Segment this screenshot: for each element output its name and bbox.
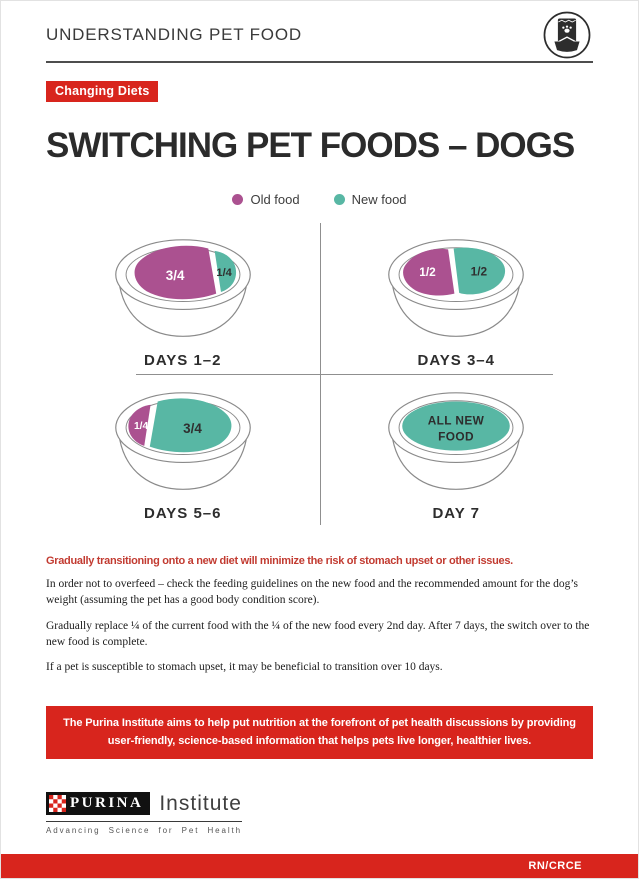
old-fraction-label: 1/2 bbox=[420, 265, 437, 279]
header: UNDERSTANDING PET FOOD bbox=[46, 1, 593, 63]
legend-item-old-food: Old food bbox=[232, 192, 300, 207]
page-title: SWITCHING PET FOODS – DOGS bbox=[46, 126, 575, 165]
new-food-portion bbox=[149, 398, 232, 453]
new-food-portion bbox=[402, 401, 511, 451]
all-new-food-label-line2: FOOD bbox=[438, 429, 474, 443]
bowl-diagram-days-3-4: 1/2 1/2 bbox=[388, 239, 525, 337]
bowl-label-days-1-2: DAYS 1–2 bbox=[144, 352, 222, 369]
legend: Old food New food bbox=[46, 192, 593, 207]
new-food-portion bbox=[453, 247, 506, 295]
bowl-cell-days-1-2: 3/4 1/4 DAYS 1–2 bbox=[46, 221, 320, 374]
purina-text: PURINA bbox=[70, 795, 144, 812]
page-content: UNDERSTANDING PET FOOD Changing Diets SW… bbox=[1, 1, 638, 835]
bowl-diagram-days-1-2: 3/4 1/4 bbox=[114, 239, 251, 337]
footer-bar: RN/CRCE bbox=[1, 854, 638, 878]
body-paragraph-3: If a pet is susceptible to stomach upset… bbox=[46, 661, 443, 674]
logo-tagline: Advancing Science for Pet Health bbox=[46, 826, 242, 836]
legend-label-new-food: New food bbox=[351, 192, 407, 207]
bowl-cell-days-5-6: 1/4 3/4 DAYS 5–6 bbox=[46, 374, 320, 527]
bowl-diagram-day-7: ALL NEW FOOD bbox=[388, 392, 525, 490]
new-food-dot bbox=[333, 194, 345, 205]
purina-checkerboard-icon bbox=[49, 795, 66, 813]
old-food-portion bbox=[128, 404, 151, 446]
purina-institute-logo: PURINA Institute Advancing Science for P… bbox=[46, 792, 242, 836]
body-paragraph-1: In order not to overfeed – check the fee… bbox=[46, 578, 579, 606]
bowl-label-days-5-6: DAYS 5–6 bbox=[144, 505, 222, 522]
body-paragraph-2: Gradually replace ¼ of the current food … bbox=[46, 619, 590, 648]
purina-institute-callout: The Purina Institute aims to help put nu… bbox=[46, 706, 593, 759]
logo-row: PURINA Institute bbox=[46, 792, 242, 816]
new-food-portion bbox=[214, 250, 236, 293]
legend-item-new-food: New food bbox=[333, 192, 407, 207]
bowls-diagram: 3/4 1/4 DAYS 1–2 1/2 1/2 DAYS 3–4 bbox=[46, 221, 593, 527]
bowl-label-days-3-4: DAYS 3–4 bbox=[417, 352, 495, 369]
old-food-portion bbox=[403, 248, 455, 296]
old-fraction-label: 3/4 bbox=[165, 268, 184, 283]
bowl-cell-days-3-4: 1/2 1/2 DAYS 3–4 bbox=[320, 221, 594, 374]
bowl-diagram-days-5-6: 1/4 3/4 bbox=[114, 392, 251, 490]
horizontal-divider bbox=[136, 374, 553, 375]
new-fraction-label: 1/2 bbox=[471, 264, 488, 278]
section-badge: Changing Diets bbox=[46, 81, 159, 102]
old-fraction-label: 1/4 bbox=[134, 421, 149, 432]
all-new-food-label-line1: ALL NEW bbox=[428, 413, 485, 427]
legend-label-old-food: Old food bbox=[250, 192, 300, 207]
header-title: UNDERSTANDING PET FOOD bbox=[46, 25, 302, 44]
old-food-dot bbox=[232, 194, 244, 205]
bowl-label-day-7: DAY 7 bbox=[432, 505, 481, 522]
footer-code: RN/CRCE bbox=[528, 860, 582, 872]
old-food-portion bbox=[134, 245, 216, 300]
institute-text: Institute bbox=[159, 791, 242, 815]
purina-wordmark: PURINA bbox=[46, 792, 151, 816]
bowl-cell-day-7: ALL NEW FOOD DAY 7 bbox=[320, 374, 594, 527]
logo-underline bbox=[46, 820, 242, 823]
lead-sentence: Gradually transitioning onto a new diet … bbox=[46, 555, 513, 567]
pet-food-bag-bowl-icon bbox=[543, 11, 591, 59]
new-fraction-label: 3/4 bbox=[183, 421, 202, 436]
new-fraction-label: 1/4 bbox=[216, 267, 232, 279]
